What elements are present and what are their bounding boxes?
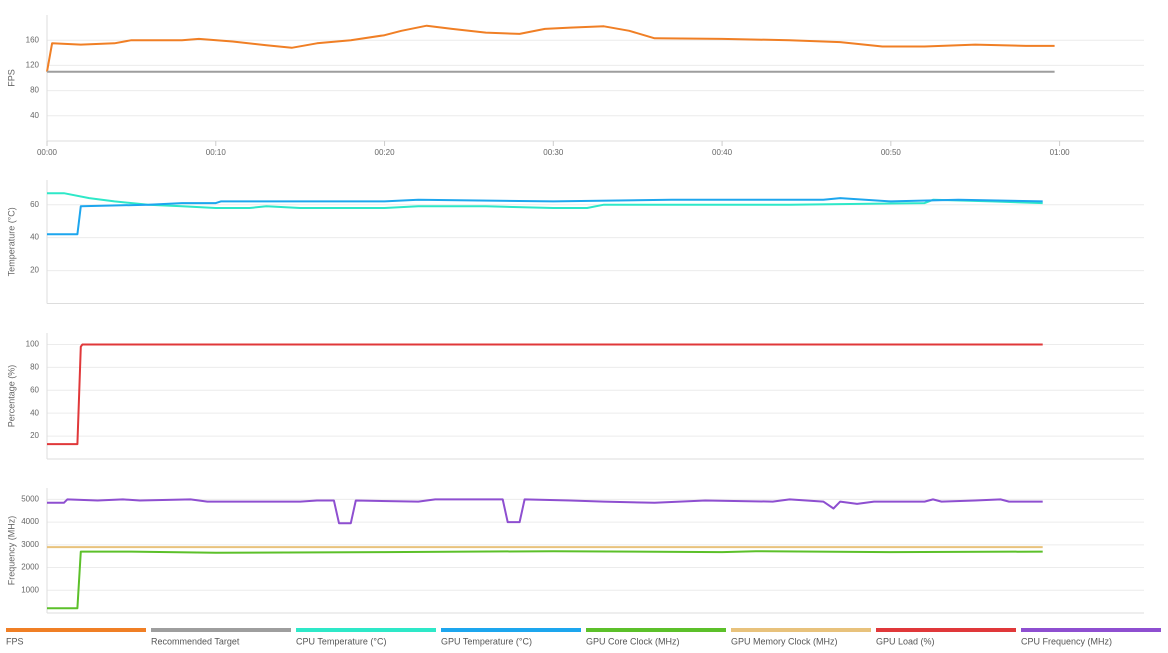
- x-tick-label: 00:00: [37, 148, 58, 157]
- legend-swatch[interactable]: [731, 628, 871, 632]
- y-tick-label: 60: [30, 200, 39, 209]
- x-tick-label: 00:20: [375, 148, 396, 157]
- legend-label: FPS: [6, 636, 24, 646]
- x-tick-label: 00:30: [543, 148, 564, 157]
- y-tick-label: 160: [26, 35, 40, 44]
- legend-label: GPU Core Clock (MHz): [586, 636, 680, 646]
- x-tick-label: 00:40: [712, 148, 733, 157]
- y-axis-title: FPS: [6, 69, 16, 87]
- legend-label: GPU Load (%): [876, 636, 935, 646]
- y-tick-label: 100: [26, 340, 40, 349]
- y-tick-label: 40: [30, 233, 39, 242]
- x-tick-label: 00:50: [881, 148, 902, 157]
- legend-label: CPU Temperature (°C): [296, 636, 386, 646]
- legend-swatch[interactable]: [6, 628, 146, 632]
- series-line: [47, 192, 1043, 209]
- legend-swatch[interactable]: [296, 628, 436, 632]
- y-tick-label: 40: [30, 408, 39, 417]
- legend-swatch[interactable]: [876, 628, 1016, 632]
- legend-swatch[interactable]: [441, 628, 581, 632]
- y-tick-label: 2000: [21, 563, 39, 572]
- x-tick-label: 01:00: [1050, 148, 1071, 157]
- y-tick-label: 80: [30, 86, 39, 95]
- y-tick-label: 5000: [21, 494, 39, 503]
- y-axis-title: Frequency (MHz): [6, 516, 16, 586]
- series-line: [46, 24, 1055, 72]
- series-line: [47, 343, 1043, 446]
- y-axis-title: Temperature (°C): [6, 207, 16, 276]
- y-tick-label: 20: [30, 431, 39, 440]
- legend-label: GPU Memory Clock (MHz): [731, 636, 838, 646]
- series-line: [47, 197, 1043, 236]
- legend-swatch[interactable]: [151, 628, 291, 632]
- y-tick-label: 3000: [21, 540, 39, 549]
- legend-swatch[interactable]: [1021, 628, 1161, 632]
- series-line: [47, 550, 1043, 610]
- series-line: [47, 498, 1043, 525]
- legend-swatch[interactable]: [586, 628, 726, 632]
- y-tick-label: 120: [26, 61, 40, 70]
- legend-label: GPU Temperature (°C): [441, 636, 532, 646]
- x-tick-label: 00:10: [206, 148, 227, 157]
- legend-label: Recommended Target: [151, 636, 240, 646]
- y-tick-label: 80: [30, 362, 39, 371]
- y-tick-label: 60: [30, 385, 39, 394]
- legend-label: CPU Frequency (MHz): [1021, 636, 1112, 646]
- y-tick-label: 1000: [21, 585, 39, 594]
- y-axis-title: Percentage (%): [6, 365, 16, 428]
- y-tick-label: 40: [30, 111, 39, 120]
- y-tick-label: 4000: [21, 517, 39, 526]
- y-tick-label: 20: [30, 266, 39, 275]
